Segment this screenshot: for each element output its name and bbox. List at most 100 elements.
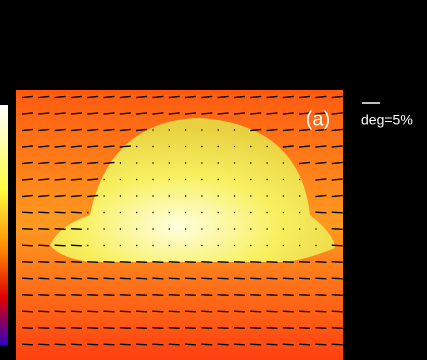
- vector: [119, 112, 131, 115]
- vector: [38, 294, 50, 296]
- vector: [103, 277, 115, 280]
- vector: [282, 95, 294, 99]
- vector: [299, 161, 311, 165]
- vector: [168, 261, 180, 263]
- vector: [299, 277, 311, 280]
- vector: [266, 128, 278, 132]
- vector: [119, 327, 131, 329]
- vector: [87, 128, 99, 132]
- vector: [168, 294, 180, 296]
- vector: [331, 178, 343, 181]
- vector: [152, 294, 164, 296]
- vector: [54, 343, 66, 346]
- vector: [21, 194, 34, 198]
- vector: [299, 327, 311, 329]
- vector: [315, 112, 327, 115]
- vector: [87, 145, 99, 148]
- vector: [184, 310, 197, 313]
- vector: [168, 112, 180, 115]
- vector: [136, 310, 148, 313]
- vector: [54, 327, 66, 329]
- vector: [282, 145, 294, 148]
- vector-field: [21, 95, 343, 346]
- vector: [103, 261, 115, 263]
- vector: [331, 211, 343, 214]
- vector: [38, 211, 50, 214]
- vector: [282, 277, 294, 280]
- vector: [233, 294, 245, 296]
- vector: [54, 211, 66, 214]
- vector: [103, 294, 115, 296]
- vector: [119, 145, 131, 148]
- vector: [331, 277, 343, 280]
- vector: [54, 228, 66, 230]
- image-panel: [16, 90, 343, 360]
- vector: [331, 327, 343, 329]
- vector: [70, 95, 82, 99]
- vector: [54, 194, 66, 198]
- vector: [233, 343, 245, 346]
- vector: [38, 194, 50, 198]
- vector: [250, 343, 262, 346]
- vector: [282, 343, 294, 346]
- vector: [21, 112, 34, 115]
- vector: [315, 128, 327, 132]
- vector: [184, 95, 197, 99]
- vector: [315, 343, 327, 346]
- vector: [217, 294, 229, 296]
- vector: [233, 310, 245, 313]
- vector: [299, 145, 311, 148]
- vector: [315, 178, 327, 181]
- vector: [152, 95, 164, 99]
- vector: [250, 128, 262, 132]
- vector: [70, 261, 82, 263]
- vector: [201, 327, 213, 329]
- vector: [217, 95, 229, 99]
- vector: [233, 112, 245, 115]
- vector: [250, 294, 262, 296]
- vector: [331, 128, 343, 132]
- vector: [70, 277, 82, 280]
- vector: [250, 95, 262, 99]
- vector: [38, 95, 50, 99]
- vector: [299, 95, 311, 99]
- vector: [331, 145, 343, 148]
- vector: [299, 310, 311, 313]
- vector: [136, 112, 148, 115]
- vector: [201, 112, 213, 115]
- vector: [184, 294, 197, 296]
- vector: [103, 310, 115, 313]
- vector: [315, 145, 327, 148]
- vector: [250, 310, 262, 313]
- vector: [70, 145, 82, 148]
- vector: [315, 161, 327, 165]
- vector: [21, 178, 34, 181]
- vector: [21, 95, 34, 99]
- vector: [87, 194, 99, 198]
- vector: [168, 327, 180, 329]
- vector: [152, 310, 164, 313]
- vector: [70, 294, 82, 296]
- vector: [331, 294, 343, 296]
- vector: [331, 343, 343, 346]
- vector: [54, 294, 66, 296]
- vector: [201, 277, 213, 280]
- vector: [38, 343, 50, 346]
- vector: [70, 211, 82, 214]
- vector: [119, 294, 131, 296]
- vector: [21, 211, 34, 214]
- vector: [184, 277, 197, 280]
- vector: [282, 294, 294, 296]
- vector: [38, 145, 50, 148]
- legend-label: deg=5%: [361, 112, 413, 128]
- vector: [331, 112, 343, 115]
- vector: [217, 310, 229, 313]
- vector: [21, 145, 34, 148]
- vector: [54, 244, 66, 247]
- vector: [331, 95, 343, 99]
- vector: [266, 310, 278, 313]
- vector: [217, 327, 229, 329]
- vector: [331, 310, 343, 313]
- vector: [315, 194, 327, 198]
- vector: [38, 277, 50, 280]
